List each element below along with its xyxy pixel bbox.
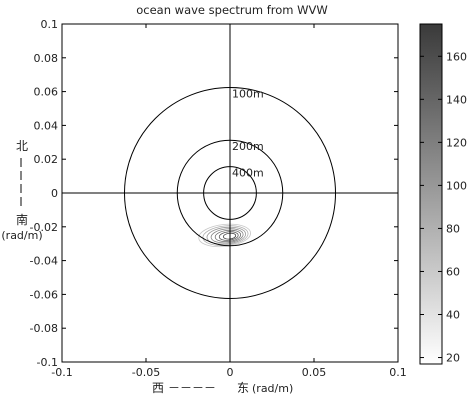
y-tick-label: 0.06 bbox=[34, 86, 59, 99]
y-label-south: 南 bbox=[16, 212, 28, 227]
y-tick-label: -0.06 bbox=[30, 288, 58, 301]
y-ticks: 0.1 0.08 0.06 0.04 0.02 0 -0.02 -0.04 -0.06 -0.08… bbox=[30, 18, 398, 369]
x-label-west: 西 bbox=[152, 381, 164, 395]
colorbar-tick-label: 100 bbox=[446, 179, 467, 192]
y-tick-label: -0.08 bbox=[30, 322, 58, 335]
x-ticks: -0.1 -0.05 0 0.05 0.1 bbox=[51, 24, 407, 379]
y-label-north: 北 bbox=[16, 139, 28, 153]
x-axis-label: 西 －－－－ 东 (rad/m) bbox=[152, 381, 293, 395]
y-tick-label: -0.04 bbox=[30, 255, 58, 268]
spectrum-contour-line bbox=[198, 223, 251, 248]
spectrum-contour-line bbox=[218, 231, 239, 241]
colorbar-tick-label: 160 bbox=[446, 50, 467, 63]
colorbar-tick-label: 80 bbox=[446, 222, 460, 235]
y-label-unit: (rad/m) bbox=[1, 229, 42, 242]
colorbar-gradient bbox=[419, 23, 443, 365]
wavelength-label-200m: 200m bbox=[232, 140, 264, 153]
x-tick-label: 0 bbox=[227, 366, 234, 379]
colorbar: 20 40 60 80 100 120 140 160 bbox=[419, 23, 467, 365]
chart-title: ocean wave spectrum from WVW bbox=[136, 3, 328, 17]
y-tick-label: 0.02 bbox=[34, 153, 59, 166]
colorbar-ticks: 20 40 60 80 100 120 140 160 bbox=[420, 50, 467, 365]
x-label-east: 东 bbox=[237, 381, 249, 395]
wavelength-label-100m: 100m bbox=[232, 87, 264, 100]
spectrum-contour-line bbox=[210, 228, 244, 244]
colorbar-tick-label: 140 bbox=[446, 93, 467, 106]
x-label-unit: (rad/m) bbox=[252, 382, 293, 395]
x-tick-label: -0.05 bbox=[132, 366, 160, 379]
colorbar-tick-label: 20 bbox=[446, 352, 460, 365]
y-tick-label: -0.1 bbox=[37, 356, 58, 369]
y-tick-label: -0.02 bbox=[30, 221, 58, 234]
y-tick-label: 0 bbox=[51, 187, 58, 200]
colorbar-tick-label: 120 bbox=[446, 136, 467, 149]
y-tick-label: 0.08 bbox=[34, 52, 59, 65]
x-tick-label: -0.1 bbox=[51, 366, 72, 379]
wavelength-label-400m: 400m bbox=[232, 167, 264, 180]
x-label-dashes: －－－－ bbox=[168, 381, 216, 395]
x-tick-label: 0.1 bbox=[389, 366, 407, 379]
x-tick-label: 0.05 bbox=[302, 366, 327, 379]
spectrum-contours bbox=[198, 223, 251, 248]
colorbar-tick-label: 60 bbox=[446, 265, 460, 278]
y-tick-label: 0.04 bbox=[34, 119, 59, 132]
spectrum-contour-line bbox=[214, 229, 242, 243]
spectrum-contour-line bbox=[206, 226, 246, 245]
y-axis-label: 北 南 (rad/m) bbox=[1, 139, 42, 242]
y-tick-label: 0.1 bbox=[41, 18, 59, 31]
colorbar-tick-label: 40 bbox=[446, 309, 460, 322]
